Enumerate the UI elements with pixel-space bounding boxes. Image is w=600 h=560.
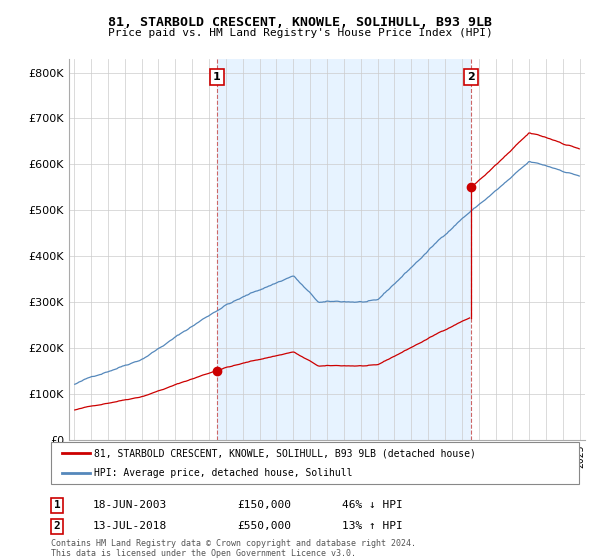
Text: Price paid vs. HM Land Registry's House Price Index (HPI): Price paid vs. HM Land Registry's House … [107, 28, 493, 38]
Text: 13% ↑ HPI: 13% ↑ HPI [342, 521, 403, 531]
Text: 13-JUL-2018: 13-JUL-2018 [93, 521, 167, 531]
Text: 81, STARBOLD CRESCENT, KNOWLE, SOLIHULL, B93 9LB: 81, STARBOLD CRESCENT, KNOWLE, SOLIHULL,… [108, 16, 492, 29]
Text: £550,000: £550,000 [237, 521, 291, 531]
Text: 46% ↓ HPI: 46% ↓ HPI [342, 500, 403, 510]
Text: £150,000: £150,000 [237, 500, 291, 510]
Text: 18-JUN-2003: 18-JUN-2003 [93, 500, 167, 510]
Text: 2: 2 [467, 72, 475, 82]
Text: 2: 2 [53, 521, 61, 531]
Bar [217, 59, 471, 440]
Text: 1: 1 [53, 500, 61, 510]
Text: This data is licensed under the Open Government Licence v3.0.: This data is licensed under the Open Gov… [51, 549, 356, 558]
Text: HPI: Average price, detached house, Solihull: HPI: Average price, detached house, Soli… [94, 468, 353, 478]
Text: Contains HM Land Registry data © Crown copyright and database right 2024.: Contains HM Land Registry data © Crown c… [51, 539, 416, 548]
Text: 1: 1 [213, 72, 221, 82]
Text: 81, STARBOLD CRESCENT, KNOWLE, SOLIHULL, B93 9LB (detached house): 81, STARBOLD CRESCENT, KNOWLE, SOLIHULL,… [94, 448, 476, 458]
